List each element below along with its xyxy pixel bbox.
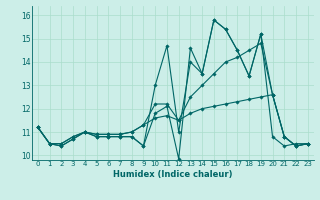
X-axis label: Humidex (Indice chaleur): Humidex (Indice chaleur) bbox=[113, 170, 233, 179]
